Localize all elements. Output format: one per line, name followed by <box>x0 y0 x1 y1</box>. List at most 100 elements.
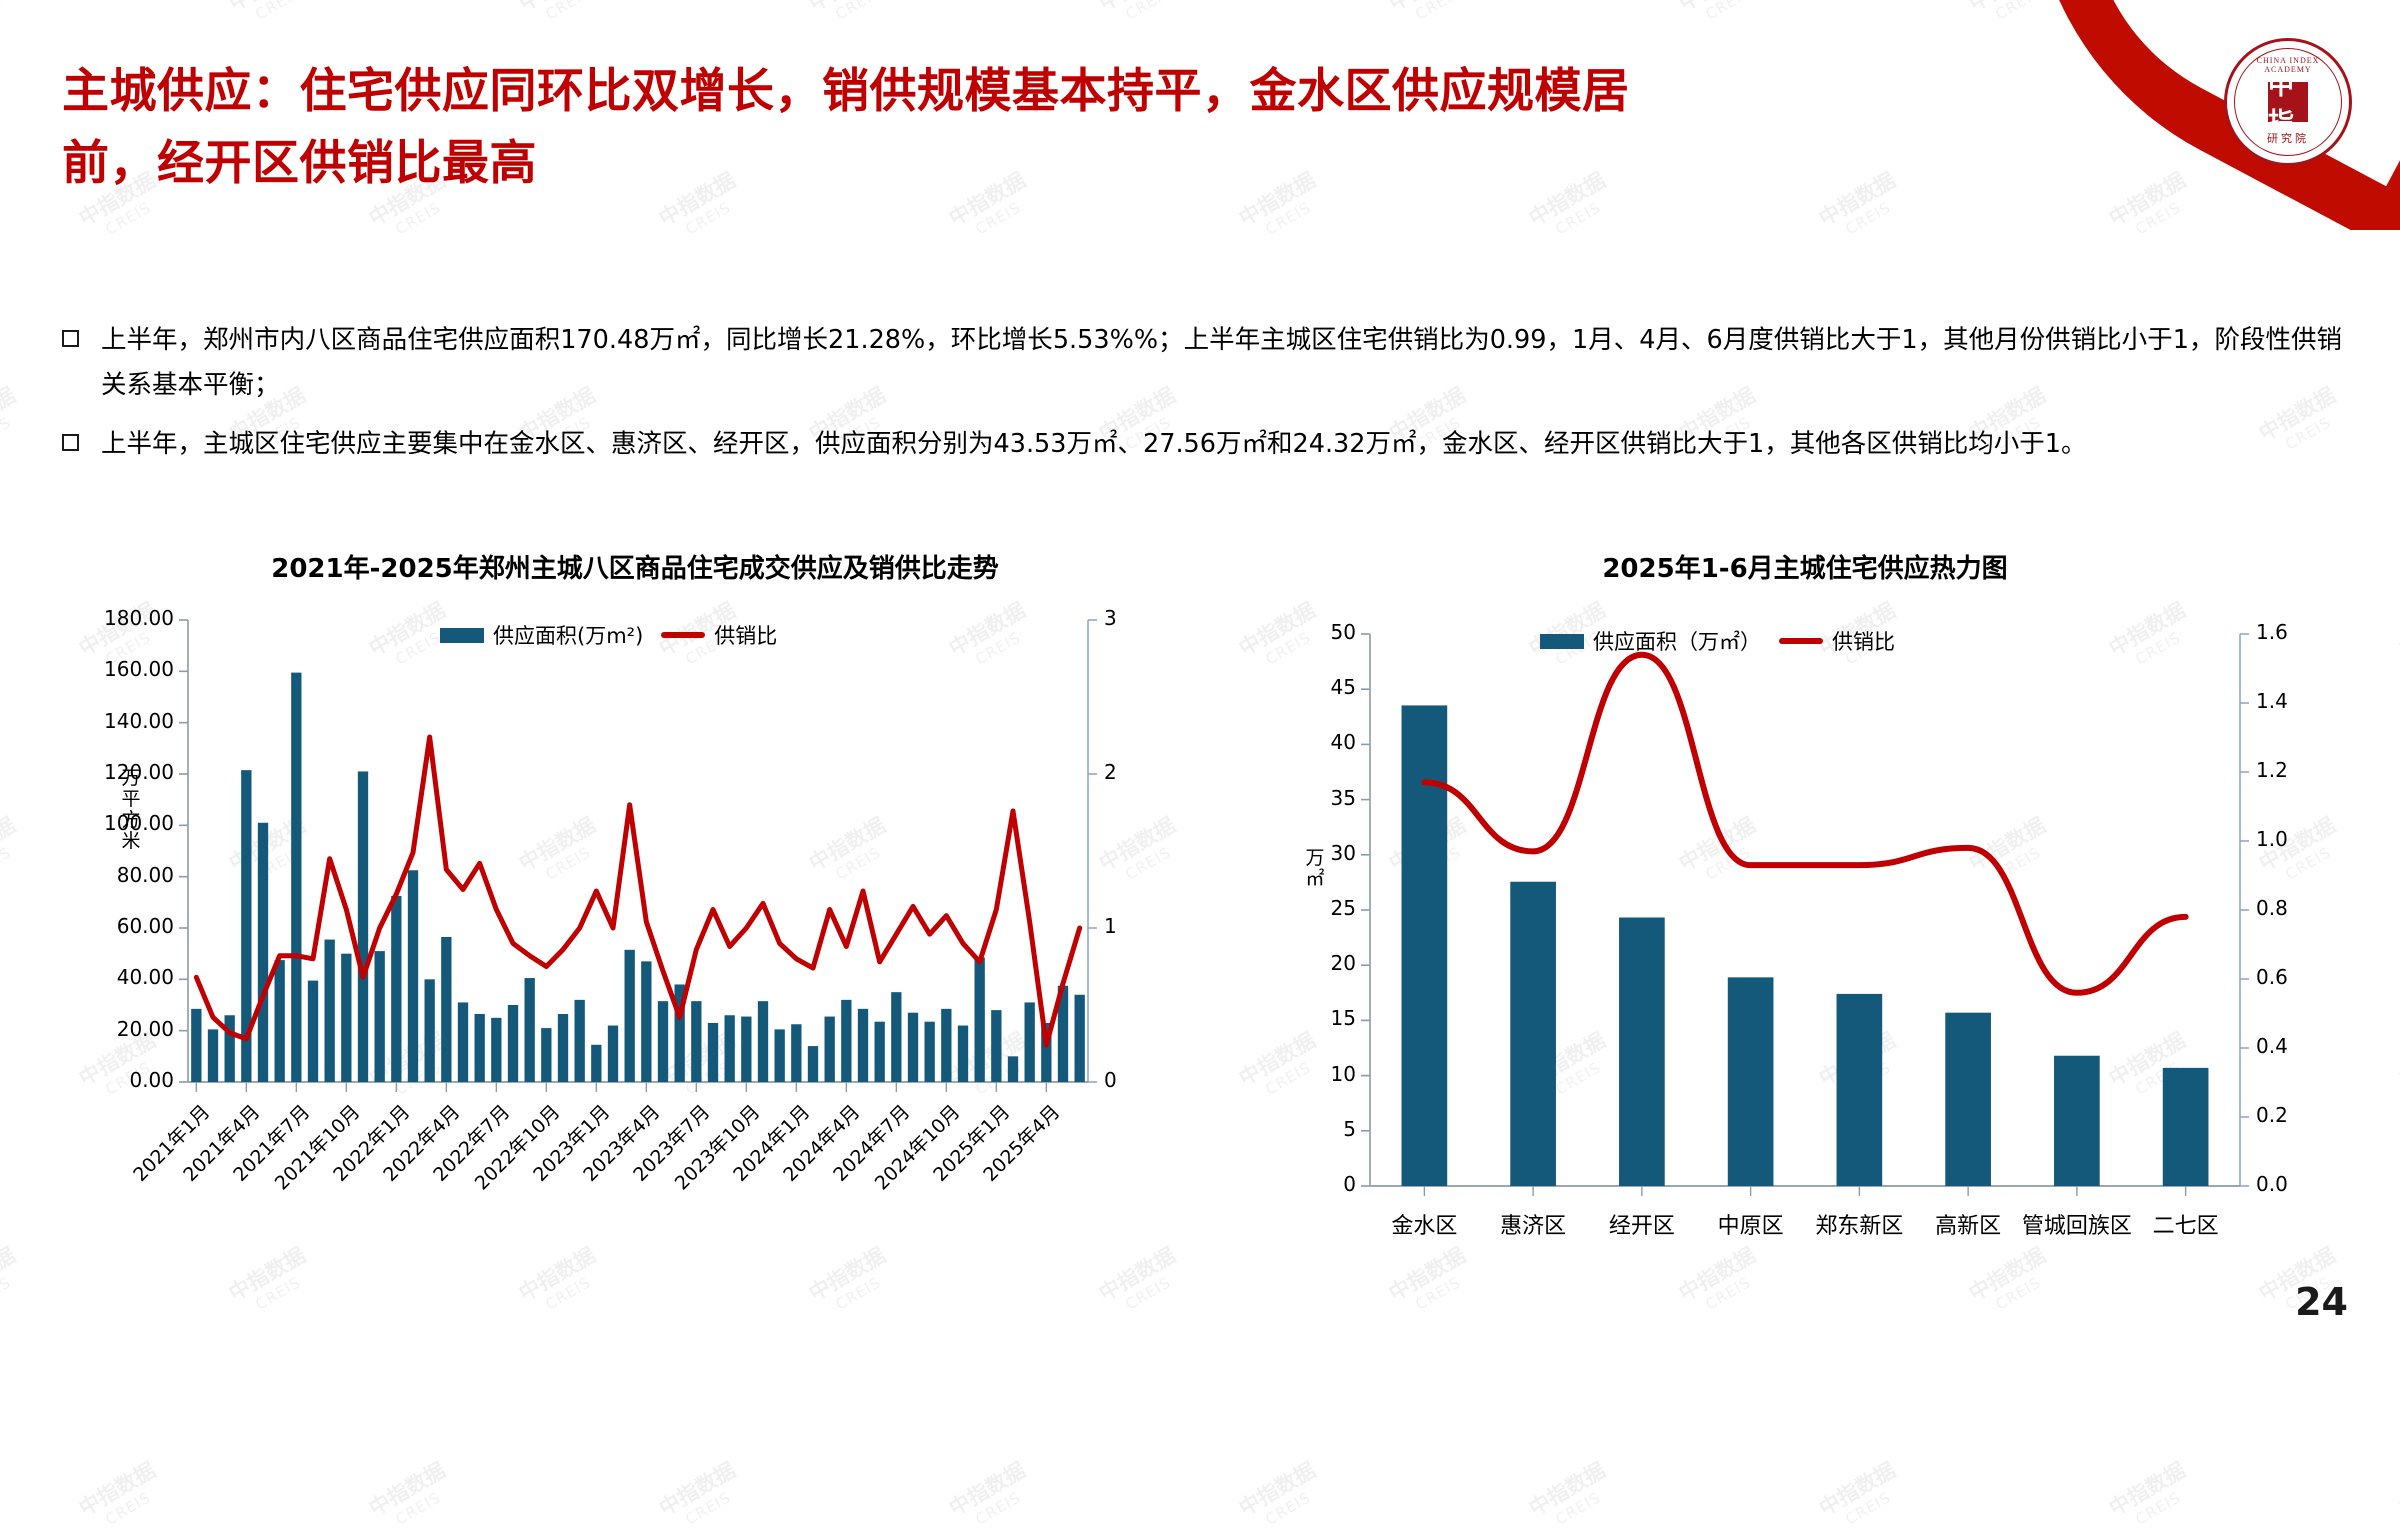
bar <box>2054 1055 2100 1186</box>
bar <box>991 1010 1002 1082</box>
bar <box>1619 917 1665 1186</box>
bar <box>841 999 852 1082</box>
bar <box>207 1029 219 1082</box>
bar <box>357 771 369 1082</box>
legend-item[interactable]: 供销比 <box>661 620 777 650</box>
china-index-academy-logo: CHINA INDEX ACADEMY 中指 研究院 <box>2224 38 2352 166</box>
bar <box>1510 881 1556 1186</box>
bar <box>424 979 435 1082</box>
right-plot-ytick-label: 25 <box>1330 896 1356 920</box>
left-plot-ytick-label: 80.00 <box>116 862 174 887</box>
bar <box>474 1013 485 1082</box>
bar <box>524 978 535 1082</box>
bar <box>1836 993 1883 1186</box>
bar <box>391 895 402 1082</box>
right-plot-ytick-right-label: 1.6 <box>2256 620 2288 644</box>
right-plot-ytick-label: 45 <box>1330 675 1356 700</box>
right-chart-plot-area: 0 5 10 15 20 25 30 35 40 45 50 0.0 0.2 0.4 0.6 0.8 1.0 1.… <box>1250 548 2360 1308</box>
legend-bar-swatch-icon <box>1540 633 1584 649</box>
right-plot-ytick-label: 35 <box>1330 785 1356 810</box>
bar <box>874 1021 885 1082</box>
bar <box>707 1022 719 1082</box>
bullet-item: 上半年，主城区住宅供应主要集中在金水区、惠济区、经开区，供应面积分别为43.53… <box>62 422 2342 467</box>
right-chart-xtick-label: 二七区 <box>2152 1214 2219 1239</box>
legend-item[interactable]: 供应面积(万m²) <box>440 620 643 650</box>
bullet-text: 上半年，郑州市内八区商品住宅供应面积170.48万㎡，同比增长21.28%，环比… <box>101 325 2342 400</box>
left-plot-ytick-label: 160.00 <box>104 657 174 682</box>
bar <box>291 672 302 1082</box>
right-chart-xtick-label: 金水区 <box>1391 1214 1458 1239</box>
right-plot-ytick-label: 40 <box>1330 730 1356 755</box>
bar <box>757 1001 769 1082</box>
left-plot-legend: 供应面积(万m²) 供销比 <box>440 620 777 650</box>
bar <box>641 961 652 1082</box>
bar <box>374 951 385 1082</box>
legend-line-swatch-icon <box>661 632 706 638</box>
right-plot-legend: 供应面积（万㎡） 供销比 <box>1540 626 1895 656</box>
right-plot-ytick-right-label: 0.4 <box>2256 1034 2288 1058</box>
left-plot-ytick-label: 120.00 <box>104 760 174 784</box>
square-bullet-icon <box>62 434 79 451</box>
bar <box>341 953 352 1082</box>
slide-title-line2: 前，经开区供销比最高 <box>62 136 537 191</box>
bar <box>974 957 985 1082</box>
bar <box>241 770 252 1082</box>
bar <box>741 1016 752 1082</box>
bar <box>407 870 419 1082</box>
left-plot-ytick-right-label: 1 <box>1104 914 1117 938</box>
bar <box>941 1008 952 1082</box>
bar <box>224 1015 235 1082</box>
left-plot-ytick-right-label: 0 <box>1104 1068 1117 1092</box>
bar <box>957 1025 969 1082</box>
bar <box>457 1002 469 1082</box>
logo-center-char: 中指 <box>2268 71 2308 138</box>
bullet-item: 上半年，郑州市内八区商品住宅供应面积170.48万㎡，同比增长21.28%，环比… <box>62 318 2342 408</box>
bar <box>924 1021 935 1082</box>
logo-arc-bottom-text: 研究院 <box>2267 133 2309 145</box>
bar <box>257 822 269 1082</box>
slide-title-line1: 主城供应：住宅供应同环比双增长，销供规模基本持平，金水区供应规模居 <box>62 64 1630 119</box>
right-plot-ytick-right-label: 0.2 <box>2256 1103 2288 1127</box>
bar <box>557 1013 569 1082</box>
bar <box>824 1016 835 1082</box>
right-plot-ytick-label: 15 <box>1330 1006 1356 1031</box>
bar <box>1074 994 1085 1082</box>
legend-label: 供应面积(万m²) <box>493 624 644 648</box>
right-plot-ytick-right-label: 0.0 <box>2256 1172 2288 1196</box>
legend-item[interactable]: 供销比 <box>1779 626 1895 656</box>
right-plot-ytick-label: 10 <box>1330 1061 1356 1086</box>
left-plot-ytick-label: 20.00 <box>116 1016 174 1041</box>
left-chart-title: 2021年-2025年郑州主城八区商品住宅成交供应及销供比走势 <box>271 554 999 584</box>
left-plot-ytick-right-label: 3 <box>1104 606 1117 630</box>
bar <box>674 984 685 1082</box>
bullet-list: 上半年，郑州市内八区商品住宅供应面积170.48万㎡，同比增长21.28%，环比… <box>62 318 2342 481</box>
bar <box>1945 1012 1991 1186</box>
bar <box>191 1008 202 1082</box>
legend-line-swatch-icon <box>1779 638 1823 644</box>
bar <box>1401 705 1448 1186</box>
line-series <box>193 734 1083 1048</box>
bar <box>774 1029 785 1082</box>
bar <box>1007 1056 1019 1082</box>
legend-label: 供销比 <box>714 624 778 648</box>
square-bullet-icon <box>62 330 79 347</box>
legend-bar-swatch-icon <box>440 627 484 643</box>
legend-item[interactable]: 供应面积（万㎡） <box>1540 626 1761 656</box>
right-plot-y-axis-title: 万㎡ <box>1305 847 1325 890</box>
bar <box>541 1028 552 1082</box>
bar <box>491 1017 502 1082</box>
